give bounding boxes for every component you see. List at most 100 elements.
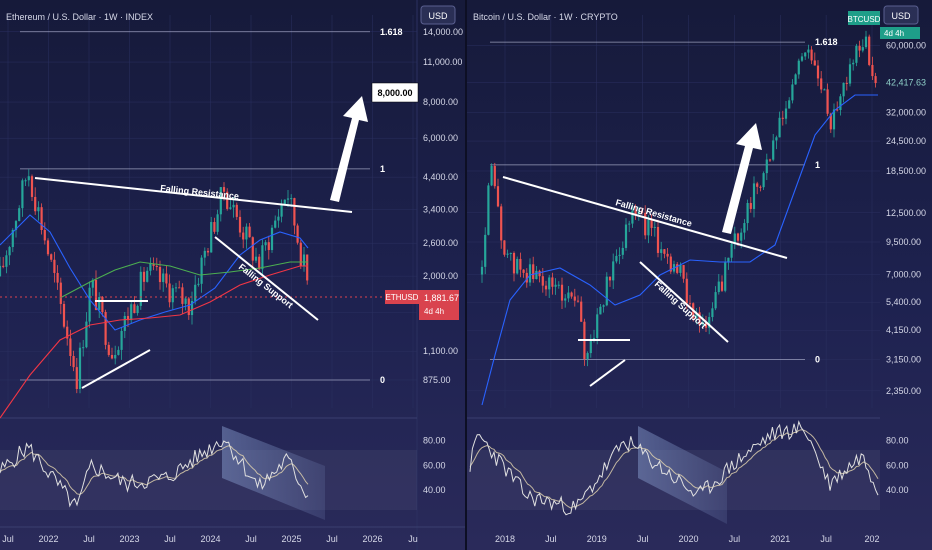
candle-body — [810, 49, 813, 61]
candle-body — [490, 166, 493, 186]
time-tick-label: 2019 — [587, 534, 607, 544]
candle-body — [203, 250, 206, 258]
candle-body — [235, 204, 238, 217]
eth-target-label: 8,000.00 — [377, 88, 412, 98]
eth-falling-resistance-line — [34, 177, 353, 213]
candle-body — [548, 277, 551, 290]
candle-body — [663, 249, 666, 254]
candle-body — [242, 232, 245, 240]
btc-countdown: 4d 4h — [884, 29, 904, 38]
candle-body — [24, 180, 27, 182]
candle-body — [8, 247, 11, 256]
candle-body — [602, 305, 605, 307]
candle-body — [296, 225, 299, 243]
candle-body — [772, 140, 775, 160]
candle-body — [82, 347, 85, 349]
eth-currency-button[interactable] — [420, 5, 456, 25]
btc-bottom-support — [589, 359, 626, 387]
candle-body — [171, 288, 174, 303]
eth-triangle-support — [81, 349, 151, 389]
rsi-tick-label: 60.00 — [886, 460, 909, 470]
candle-body — [724, 262, 727, 291]
eth-fib-levels: 1.618 1 0 — [20, 27, 403, 385]
candle-body — [823, 89, 826, 91]
candle-body — [146, 270, 149, 282]
ma-blue-line — [481, 94, 878, 406]
candle-body — [509, 252, 512, 254]
candle-body — [698, 312, 701, 325]
time-tick-label: Jul — [2, 534, 14, 544]
eth-currency-label: USD — [428, 11, 448, 21]
candle-body — [807, 49, 810, 53]
candle-body — [688, 303, 692, 305]
candle-body — [168, 283, 171, 303]
candle-body — [72, 356, 75, 368]
candle-body — [560, 284, 564, 301]
time-tick-label: 2022 — [38, 534, 58, 544]
eth-ticker-tag — [385, 290, 419, 304]
candle-body — [104, 312, 107, 345]
time-tick-label: Jul — [545, 534, 557, 544]
candle-body — [695, 312, 698, 318]
eth-falling-support-line — [214, 236, 319, 321]
eth-last-price-tag — [419, 290, 459, 320]
candle-body — [2, 265, 5, 267]
candle-body — [178, 287, 181, 289]
time-tick-label: Jul — [820, 534, 832, 544]
candle-body — [480, 266, 484, 275]
candle-body — [644, 212, 647, 236]
rsi-signal-line — [0, 445, 309, 495]
price-tick-label: 875.00 — [423, 375, 451, 385]
candle-body — [861, 47, 864, 51]
candle-body — [532, 264, 535, 280]
rsi-tick-label: 80.00 — [423, 435, 446, 445]
candle-body — [525, 272, 528, 283]
btc-currency-button[interactable] — [883, 5, 919, 25]
candle-body — [306, 254, 309, 281]
candle-body — [589, 339, 592, 354]
candle-body — [136, 305, 139, 314]
candle-body — [621, 247, 624, 255]
candle-body — [261, 245, 264, 270]
candle-body — [528, 264, 532, 283]
candle-body — [740, 232, 743, 241]
candle-body — [264, 242, 267, 246]
price-tick-label: 32,000.00 — [886, 108, 926, 118]
candle-body — [283, 199, 286, 205]
candle-body — [43, 229, 46, 241]
fib-level-label: 1 — [815, 160, 820, 170]
candle-body — [21, 180, 24, 209]
candle-body — [232, 204, 235, 208]
candle-body — [628, 223, 631, 225]
eth-candles — [0, 169, 309, 394]
candle-body — [258, 256, 261, 270]
candle-body — [676, 264, 679, 273]
candle-body — [836, 109, 839, 111]
rsi-line — [469, 420, 879, 516]
candle-body — [216, 214, 219, 232]
rsi-signal-line — [469, 429, 879, 509]
btc-rsi-channel — [638, 426, 727, 524]
candle-body — [701, 322, 704, 325]
candle-body — [133, 304, 136, 314]
candle-body — [181, 287, 184, 304]
candle-body — [162, 273, 165, 283]
candle-body — [158, 266, 162, 283]
candle-body — [564, 298, 567, 301]
candle-body — [484, 234, 487, 267]
candle-body — [14, 221, 18, 231]
candle-body — [248, 226, 251, 238]
btc-countdown-tag — [880, 27, 920, 39]
eth-countdown: 4d 4h — [424, 307, 444, 316]
candle-body — [666, 253, 669, 257]
candle-body — [37, 207, 40, 212]
candle-body — [538, 270, 541, 277]
btc-rsi — [469, 420, 879, 516]
price-tick-label: 12,500.00 — [886, 208, 926, 218]
candle-body — [174, 287, 178, 289]
candle-body — [605, 276, 608, 306]
candle-body — [98, 297, 101, 310]
candle-body — [69, 338, 72, 357]
candle-body — [762, 173, 765, 188]
candle-body — [75, 367, 78, 389]
